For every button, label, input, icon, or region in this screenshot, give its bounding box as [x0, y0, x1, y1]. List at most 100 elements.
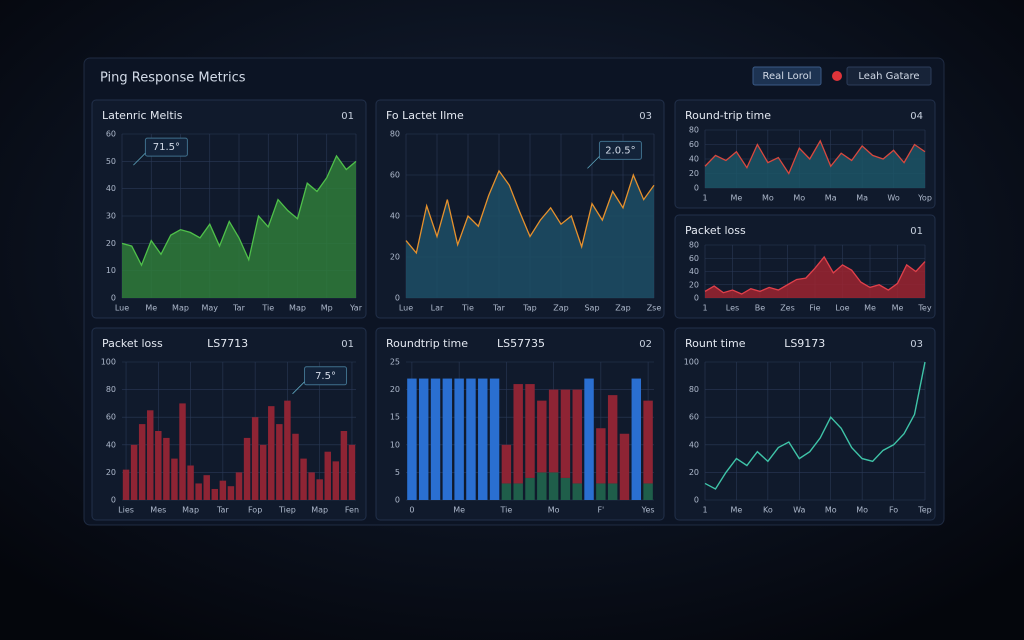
- y-tick-label: 40: [106, 184, 116, 193]
- y-tick-label: 60: [689, 140, 699, 149]
- y-tick-label: 0: [111, 294, 116, 303]
- panel-title: Fo Lactet Ilme: [386, 109, 464, 122]
- x-tick-label: Map: [182, 506, 199, 515]
- y-tick-label: 20: [390, 385, 400, 394]
- x-tick-label: Tiep: [278, 506, 296, 515]
- bar: [316, 479, 323, 500]
- y-tick-label: 80: [689, 385, 699, 394]
- status-dot: [832, 71, 842, 81]
- x-tick-label: Me: [731, 194, 743, 203]
- bar: [227, 486, 235, 500]
- y-tick-label: 20: [689, 468, 699, 477]
- y-tick-label: 40: [689, 440, 699, 449]
- bar-segment: [501, 483, 512, 500]
- button-label[interactable]: Leah Gatare: [858, 71, 919, 82]
- button[interactable]: [846, 66, 932, 86]
- x-tick-label: Mo: [825, 506, 837, 515]
- bar: [284, 400, 291, 500]
- bar: [332, 461, 340, 500]
- x-tick-label: Ko: [763, 506, 773, 515]
- bar-segment: [513, 384, 523, 484]
- bar-segment: [596, 483, 606, 500]
- bar-segment: [572, 389, 582, 484]
- annotation-box: [304, 366, 348, 386]
- line: [704, 255, 926, 295]
- y-tick-label: 60: [689, 413, 699, 422]
- y-tick-label: 10: [390, 440, 400, 449]
- x-tick-label: Fo: [889, 506, 898, 515]
- x-tick-label: Mp: [321, 304, 333, 313]
- x-tick-label: Zap: [553, 304, 568, 313]
- line: [704, 139, 926, 175]
- bar-segment: [525, 384, 535, 478]
- panel-corner: 01: [341, 111, 354, 122]
- x-tick-label: Map: [311, 506, 328, 515]
- x-tick-label: Ma: [825, 194, 837, 203]
- y-tick-label: 40: [689, 267, 699, 276]
- panel-title: Rount time: [685, 337, 746, 350]
- bar-segment: [513, 483, 523, 500]
- bar: [122, 469, 130, 500]
- panel-title: Round-trip time: [685, 109, 771, 122]
- y-tick-label: 20: [106, 239, 116, 248]
- panel-title: Packet loss: [685, 224, 746, 237]
- bar: [138, 424, 146, 500]
- x-tick-label: Map: [172, 304, 189, 313]
- bar-segment: [407, 378, 417, 500]
- bar: [195, 483, 202, 500]
- x-tick-label: Tey: [917, 304, 931, 313]
- bar: [348, 444, 356, 500]
- x-tick-label: Wo: [887, 194, 899, 203]
- x-tick-label: Tar: [492, 304, 505, 313]
- button[interactable]: [752, 66, 822, 86]
- panel-title: Packet loss: [102, 337, 163, 350]
- x-tick-label: 0: [409, 506, 414, 515]
- x-tick-label: Tar: [232, 304, 245, 313]
- y-tick-label: 25: [390, 358, 400, 367]
- bar: [292, 433, 299, 500]
- y-tick-label: 60: [390, 171, 400, 180]
- y-tick-label: 20: [689, 280, 699, 289]
- line: [405, 169, 655, 255]
- bar: [259, 444, 267, 500]
- bar-segment: [548, 472, 559, 500]
- x-tick-label: Me: [892, 304, 904, 313]
- y-tick-label: 50: [106, 157, 116, 166]
- panel-corner: 03: [639, 111, 652, 122]
- x-tick-label: Tie: [461, 304, 474, 313]
- line: [121, 154, 357, 267]
- x-tick-label: Ma: [856, 194, 868, 203]
- panel-code: LS7713: [207, 337, 248, 350]
- x-tick-label: Me: [864, 304, 876, 313]
- bar-segment: [525, 477, 535, 500]
- bar-segment: [607, 483, 618, 500]
- y-tick-label: 40: [689, 155, 699, 164]
- x-tick-label: 1: [702, 506, 707, 515]
- bar: [187, 465, 194, 500]
- panel-corner: 04: [910, 111, 923, 122]
- bar-segment: [430, 378, 441, 500]
- y-tick-label: 60: [689, 254, 699, 263]
- x-tick-label: May: [201, 304, 218, 313]
- annotation-box: [598, 140, 642, 160]
- x-tick-label: 1: [702, 194, 707, 203]
- panel-corner: 03: [910, 339, 923, 350]
- y-tick-label: 10: [106, 266, 116, 275]
- bar-segment: [643, 400, 653, 484]
- x-tick-label: Wa: [793, 506, 805, 515]
- button-label[interactable]: Real Lorol: [762, 71, 811, 82]
- x-tick-label: Fen: [345, 506, 359, 515]
- bar-segment: [537, 472, 547, 500]
- bar-segment: [560, 389, 571, 478]
- x-tick-label: Be: [755, 304, 765, 313]
- bar-segment: [442, 378, 453, 500]
- x-tick-label: Zse: [647, 304, 662, 313]
- bar: [276, 424, 283, 500]
- panel-code: LS57735: [497, 337, 545, 350]
- x-tick-label: Me: [145, 304, 157, 313]
- x-tick-label: Les: [726, 304, 739, 313]
- x-tick-label: Yop: [917, 194, 932, 203]
- x-tick-label: Mo: [548, 506, 560, 515]
- annotation-box: [144, 137, 188, 157]
